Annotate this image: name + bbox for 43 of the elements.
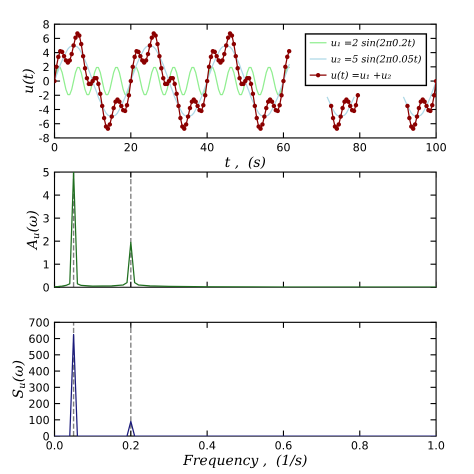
y-tick-label: 200 [29,400,49,408]
y-tick-label: 0 [43,77,49,86]
y-tick-label: 3 [43,214,49,223]
y-tick-label: 2 [43,62,49,72]
x-axis-title: Frequency , (1/s) [182,454,307,468]
y-axis-title: A$_{u}$(ω) [26,211,40,250]
y-tick-label: -6 [39,120,49,128]
x-axis-title: t , (s) [225,156,266,170]
y-tick-label: 1 [44,260,49,268]
y-tick-label: 2 [43,237,49,246]
y-tick-label: -8 [39,134,49,142]
y-tick-label: 300 [29,383,49,392]
y-axis-title: S$_{u}$(ω) [12,360,26,398]
x-tick-label: 60 [277,142,290,152]
y-tick-label: 4 [43,48,50,57]
y-tick-label: 600 [29,334,49,343]
x-tick-label: 40 [200,142,214,152]
legend-label: u(t) =u₁ +u₂ [331,71,391,80]
y-tick-label: 4 [43,191,50,200]
x-tick-label: 0.8 [352,441,368,450]
y-tick-label: 5 [43,168,49,176]
y-tick-label: 0 [43,283,49,292]
x-tick-label: 0.4 [199,441,216,450]
x-tick-label: 0.6 [275,441,292,450]
x-tick-label: 20 [124,142,138,152]
y-tick-label: -4 [39,106,50,114]
y-tick-label: 8 [43,20,49,29]
y-tick-label: 700 [29,318,49,327]
y-tick-label: -2 [39,91,49,100]
x-tick-label: 1.0 [428,441,444,450]
x-tick-label: 80 [353,142,366,152]
y-tick-label: 6 [43,34,49,43]
y-tick-label: 400 [28,367,49,376]
y-tick-label: 100 [30,416,49,424]
y-axis-title: u(t) [22,69,36,93]
y-tick-label: 500 [29,350,49,360]
x-tick-label: 0.2 [122,441,139,450]
legend-label: u₂ =5 sin(2π0.05t) [331,54,421,64]
legend-label: u₁ =2 sin(2π0.2t) [331,38,415,48]
y-tick-label: 0 [43,432,49,440]
x-tick-label: 0.0 [46,441,63,450]
x-tick-label: 0 [52,142,58,152]
x-tick-label: 100 [426,142,446,152]
